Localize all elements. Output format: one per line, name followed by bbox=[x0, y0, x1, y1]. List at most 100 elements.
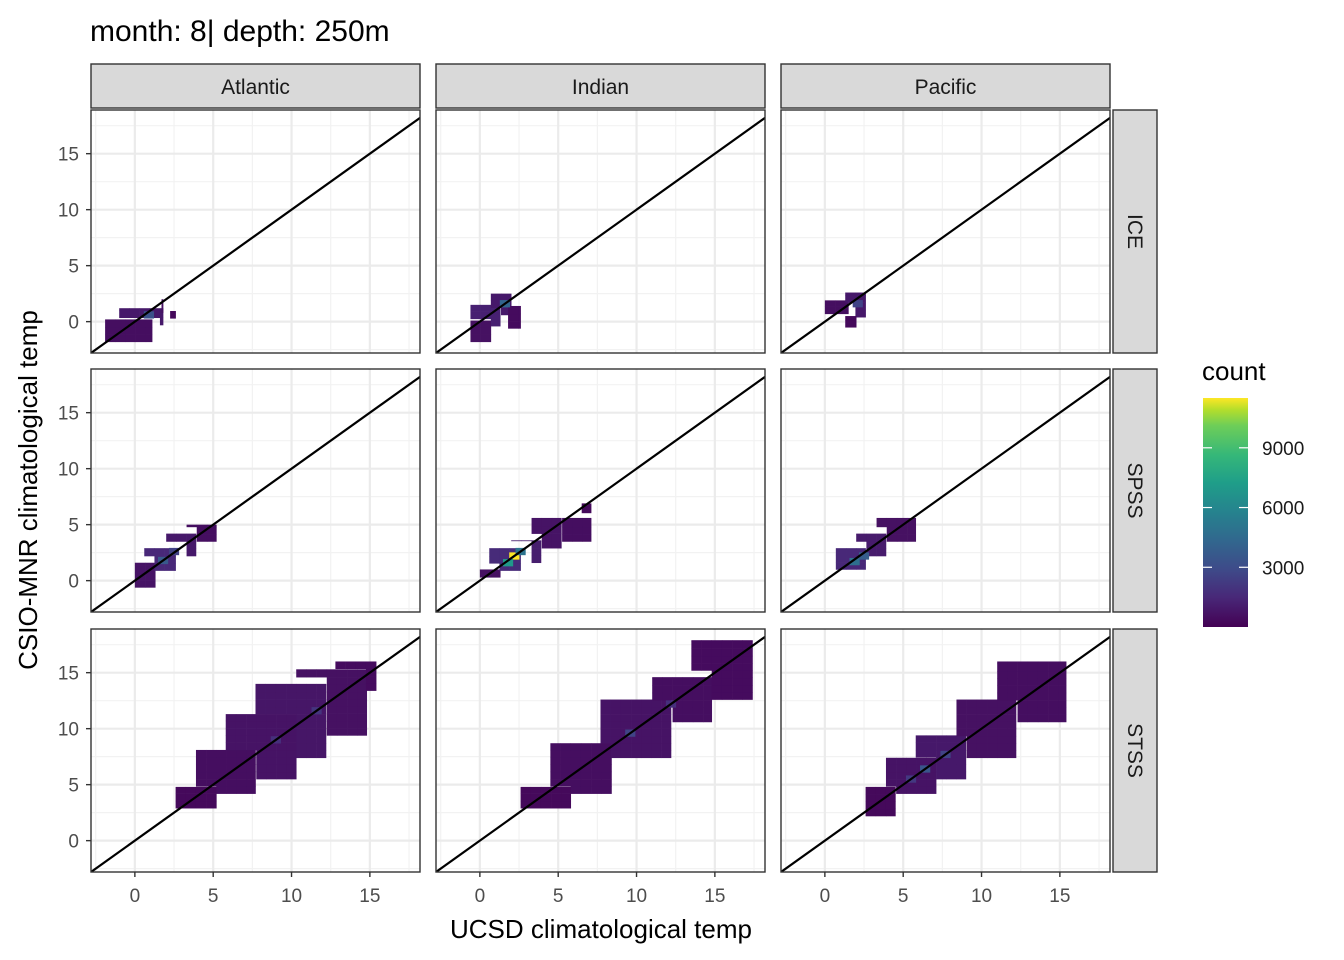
x-tick-label: 5 bbox=[553, 886, 564, 907]
bin-tile bbox=[255, 684, 266, 693]
bin-tile bbox=[1007, 699, 1017, 708]
bin-tile bbox=[236, 779, 248, 787]
bin-tile bbox=[1048, 663, 1059, 672]
bin-tile bbox=[620, 721, 632, 729]
bin-tile bbox=[256, 728, 267, 736]
strip-ice: ICE bbox=[1112, 109, 1158, 354]
bin-tile bbox=[105, 319, 116, 321]
bin-tile bbox=[185, 800, 197, 809]
bin-tile bbox=[166, 533, 177, 535]
bin-tile bbox=[896, 786, 907, 794]
bin-tile bbox=[661, 714, 672, 722]
bin-tile bbox=[357, 677, 368, 685]
strip-label: SPSS bbox=[1123, 462, 1146, 518]
bin-tile bbox=[1007, 714, 1017, 722]
bin-tile bbox=[509, 563, 521, 571]
bin-tile bbox=[540, 786, 552, 794]
panel-border bbox=[780, 628, 1111, 873]
bin-tile bbox=[226, 771, 237, 780]
bin-tile bbox=[286, 771, 297, 780]
bin-tile-hotspot bbox=[858, 552, 870, 560]
bin-tile bbox=[216, 757, 227, 765]
bin-tile bbox=[490, 311, 501, 320]
bin-tile bbox=[732, 692, 743, 700]
bin-tile bbox=[835, 300, 846, 307]
bin-tile bbox=[185, 793, 197, 802]
bin-tile bbox=[265, 683, 277, 686]
bin-tile bbox=[357, 720, 368, 729]
bin-tile bbox=[357, 669, 368, 671]
bin-tile bbox=[216, 749, 227, 758]
y-tick-label: 0 bbox=[68, 832, 79, 853]
bin-tile bbox=[226, 749, 237, 758]
bin-tile-hotspot bbox=[143, 311, 155, 319]
bin-tile bbox=[480, 311, 492, 320]
bin-tile bbox=[336, 669, 348, 671]
bin-tile bbox=[149, 308, 161, 311]
bin-tile bbox=[1017, 678, 1029, 686]
bin-tile bbox=[246, 714, 257, 722]
y-axis-title: CSIO-MNR climatological temp bbox=[13, 310, 43, 670]
bin-tile bbox=[856, 548, 866, 556]
bin-tile-hotspot bbox=[502, 559, 514, 567]
strip-pacific: Pacific bbox=[780, 63, 1111, 109]
bin-tile bbox=[1048, 692, 1059, 701]
bin-tile bbox=[139, 308, 151, 311]
bin-tile bbox=[711, 648, 723, 657]
bin-tile bbox=[266, 764, 277, 773]
bin-tile bbox=[742, 655, 753, 664]
bin-tile bbox=[347, 669, 358, 678]
bin-tile bbox=[306, 669, 317, 671]
bin-tile bbox=[550, 771, 561, 780]
bin-tile bbox=[235, 742, 247, 751]
x-tick-label: 5 bbox=[898, 886, 909, 907]
bin-tile bbox=[560, 779, 572, 787]
bin-tile bbox=[286, 728, 297, 736]
bin-tile bbox=[956, 728, 967, 737]
x-tick-label: 5 bbox=[208, 886, 219, 907]
bin-tile bbox=[855, 309, 866, 318]
bin-tile bbox=[610, 743, 622, 751]
bin-tile bbox=[255, 683, 266, 686]
bin-tile bbox=[946, 735, 957, 743]
bin-tile bbox=[601, 749, 612, 758]
bin-tile bbox=[865, 808, 877, 817]
strip-label: STSS bbox=[1123, 723, 1146, 778]
bin-tile bbox=[266, 771, 277, 780]
bin-tile bbox=[186, 533, 197, 535]
bin-tile bbox=[711, 692, 723, 700]
bin-tile bbox=[216, 779, 227, 787]
bin-tile bbox=[856, 533, 867, 535]
bin-tile bbox=[570, 743, 582, 751]
bin-tile bbox=[550, 749, 561, 758]
bin-tile bbox=[316, 728, 327, 737]
bin-tile bbox=[835, 562, 847, 570]
strip-label: Atlantic bbox=[221, 76, 290, 99]
bin-tile bbox=[530, 793, 542, 802]
bin-tile bbox=[480, 304, 492, 312]
bin-tile bbox=[561, 800, 572, 809]
bin-tile bbox=[336, 728, 348, 736]
bin-tile bbox=[550, 779, 561, 787]
bin-tile bbox=[164, 556, 176, 564]
bin-tile bbox=[591, 749, 602, 758]
bin-tile bbox=[620, 750, 632, 759]
bin-tile bbox=[560, 771, 572, 780]
bin-tile bbox=[490, 300, 502, 308]
bin-tile bbox=[845, 295, 856, 303]
y-tick-label: 10 bbox=[58, 460, 79, 481]
panel-atlantic-spss: 0 5 10 15 bbox=[58, 368, 421, 613]
bin-tile bbox=[997, 663, 1008, 672]
bin-tile bbox=[144, 548, 155, 557]
bin-tile bbox=[154, 548, 165, 557]
bin-tile bbox=[956, 742, 967, 751]
bin-tile bbox=[365, 661, 377, 670]
legend-tick-label: 6000 bbox=[1262, 499, 1304, 520]
bin-tile bbox=[296, 728, 307, 737]
bin-tile bbox=[966, 706, 978, 715]
bin-tile bbox=[956, 706, 967, 715]
bin-tile bbox=[976, 728, 988, 737]
bin-tile bbox=[661, 735, 672, 744]
bin-tile bbox=[1007, 661, 1018, 665]
bin-tile bbox=[357, 691, 368, 700]
